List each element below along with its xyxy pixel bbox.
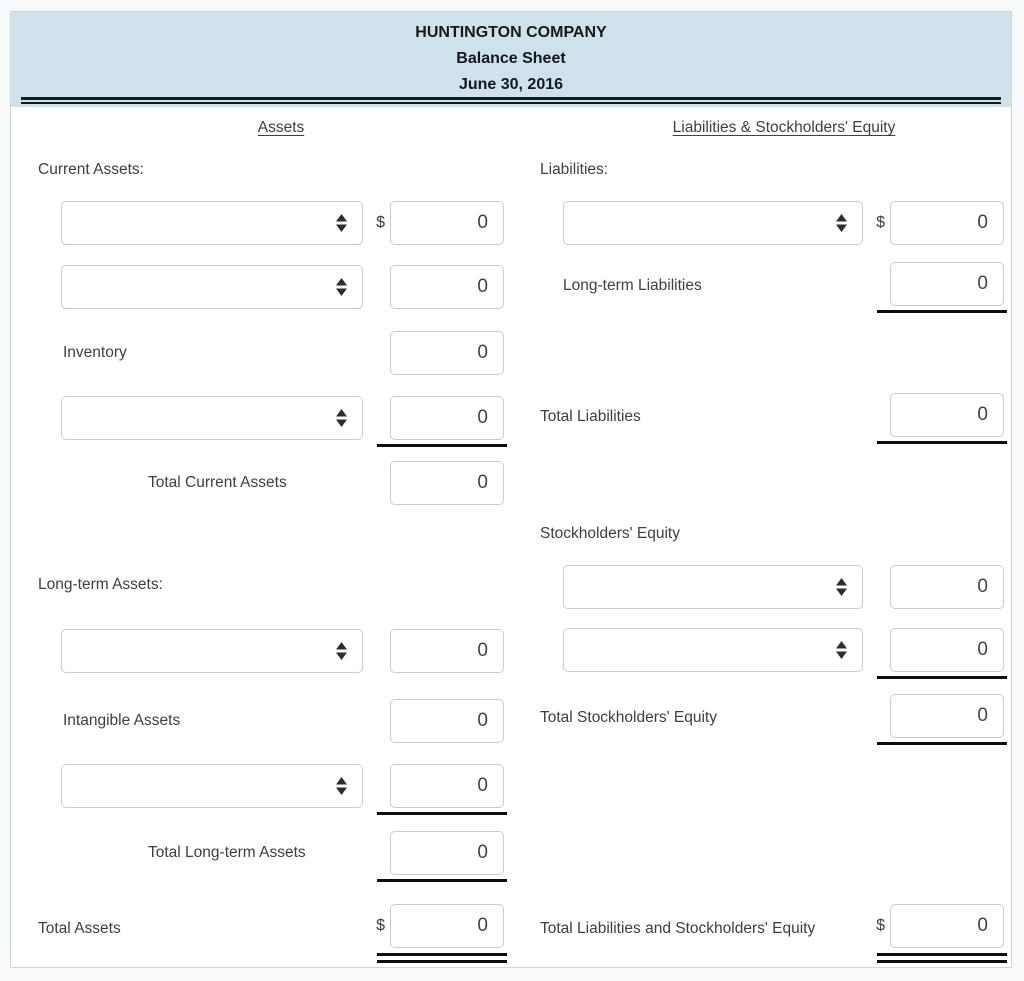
total-liabilities-equity-input[interactable]: [890, 904, 1004, 948]
liabilities-heading: Liabilities:: [540, 161, 609, 178]
liabilities-equity-column-title: Liabilities & Stockholders' Equity: [672, 119, 896, 136]
grand-total-double-rule: [377, 953, 507, 963]
total-assets-input[interactable]: [390, 904, 504, 948]
currency-symbol: $: [376, 917, 385, 934]
statement-date: June 30, 2016: [458, 76, 564, 93]
subtotal-rule: [377, 812, 507, 815]
subtotal-rule: [877, 742, 1007, 745]
longterm-assets-heading: Long-term Assets:: [38, 576, 163, 593]
equity-1-select[interactable]: [563, 565, 863, 609]
current-asset-4-select[interactable]: [61, 396, 363, 440]
total-longterm-assets-label: Total Long-term Assets: [148, 844, 306, 861]
total-liabilities-label: Total Liabilities: [540, 408, 641, 425]
longterm-asset-3-amount-input[interactable]: [390, 764, 504, 808]
longterm-asset-1-amount-input[interactable]: [390, 629, 504, 673]
current-asset-4-amount-input[interactable]: [390, 396, 504, 440]
longterm-asset-1-select[interactable]: [61, 629, 363, 673]
company-name: HUNTINGTON COMPANY: [415, 24, 607, 41]
current-asset-2-amount-input[interactable]: [390, 265, 504, 309]
current-asset-1-select[interactable]: [61, 201, 363, 245]
inventory-label: Inventory: [63, 344, 127, 361]
currency-symbol: $: [876, 917, 885, 934]
total-assets-label: Total Assets: [38, 920, 121, 937]
stockholders-equity-heading: Stockholders' Equity: [540, 525, 680, 542]
subtotal-rule: [877, 310, 1007, 313]
total-current-assets-label: Total Current Assets: [148, 474, 287, 491]
total-current-assets-input[interactable]: [390, 461, 504, 505]
statement-title: Balance Sheet: [456, 50, 566, 67]
total-liabilities-input[interactable]: [890, 393, 1004, 437]
total-liabilities-equity-label: Total Liabilities and Stockholders' Equi…: [540, 920, 816, 937]
balance-sheet-panel: HUNTINGTON COMPANY Balance Sheet June 30…: [10, 11, 1012, 968]
liability-1-select[interactable]: [563, 201, 863, 245]
total-longterm-assets-input[interactable]: [390, 831, 504, 875]
assets-column-title: Assets: [257, 119, 305, 136]
grand-total-double-rule: [877, 953, 1007, 963]
longterm-asset-3-select[interactable]: [61, 764, 363, 808]
subtotal-rule: [877, 676, 1007, 679]
statement-header: HUNTINGTON COMPANY Balance Sheet June 30…: [11, 12, 1011, 107]
total-stockholders-equity-label: Total Stockholders' Equity: [540, 709, 717, 726]
inventory-amount-input[interactable]: [390, 331, 504, 375]
longterm-liabilities-amount-input[interactable]: [890, 262, 1004, 306]
equity-1-amount-input[interactable]: [890, 565, 1004, 609]
longterm-liabilities-label: Long-term Liabilities: [563, 277, 702, 294]
subtotal-rule: [377, 444, 507, 447]
current-asset-2-select[interactable]: [61, 265, 363, 309]
liability-1-amount-input[interactable]: [890, 201, 1004, 245]
equity-2-amount-input[interactable]: [890, 628, 1004, 672]
subtotal-rule: [377, 879, 507, 882]
intangible-assets-label: Intangible Assets: [63, 712, 181, 729]
subtotal-rule: [877, 441, 1007, 444]
header-double-rule: [21, 97, 1001, 104]
intangible-assets-amount-input[interactable]: [390, 699, 504, 743]
total-stockholders-equity-input[interactable]: [890, 694, 1004, 738]
current-asset-1-amount-input[interactable]: [390, 201, 504, 245]
currency-symbol: $: [876, 214, 885, 231]
current-assets-heading: Current Assets:: [38, 161, 144, 178]
currency-symbol: $: [376, 214, 385, 231]
equity-2-select[interactable]: [563, 628, 863, 672]
